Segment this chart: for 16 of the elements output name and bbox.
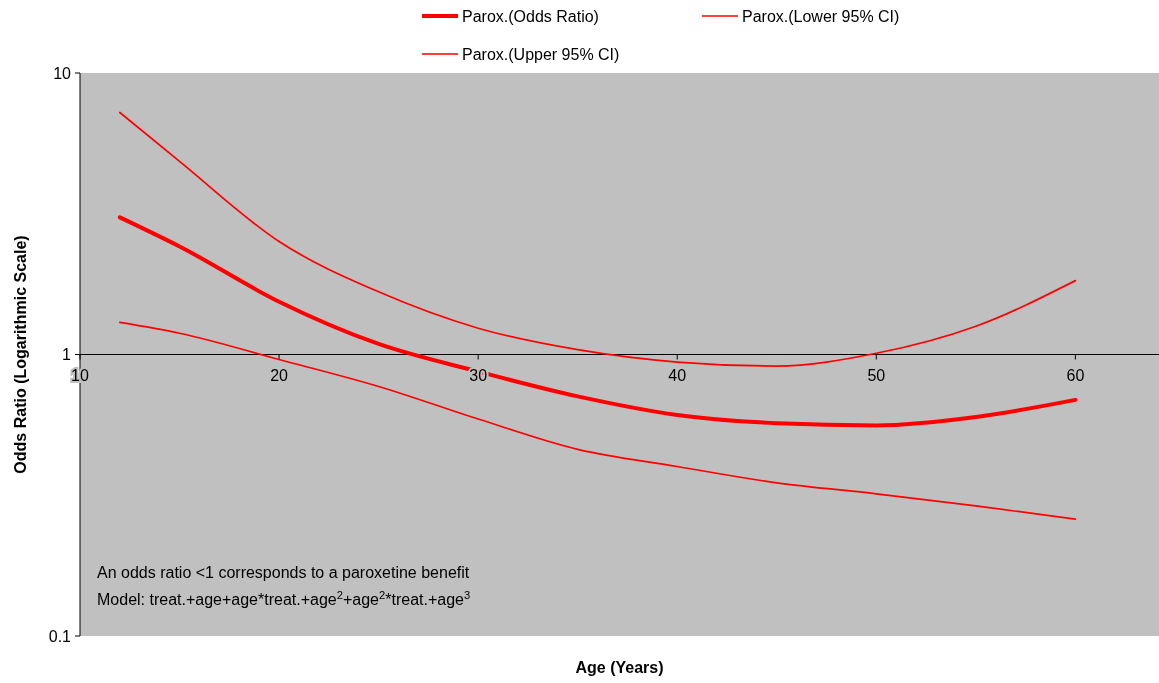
y-tick-label: 0.1 xyxy=(48,627,72,645)
y-tick-label: 1 xyxy=(62,346,72,364)
x-tick-label: 50 xyxy=(867,366,886,384)
legend-label: Parox.(Odds Ratio) xyxy=(462,7,599,25)
x-tick-label: 60 xyxy=(1066,366,1085,384)
annotation: Model: treat.+age+age*treat.+age$^{2}$+age$^{2}$*treat.+age$^{3}$ xyxy=(97,589,471,608)
y-axis-title: Odds Ratio (Logarithmic Scale) xyxy=(12,235,29,474)
x-tick-label: 20 xyxy=(270,366,289,384)
annotation: An odds ratio <1 corresponds to a paroxetine benefit xyxy=(97,564,470,581)
legend-label: Parox.(Lower 95% CI) xyxy=(742,7,900,25)
y-tick-label: 10 xyxy=(53,64,72,82)
x-tick-label: 40 xyxy=(668,366,687,384)
x-tick-label: 10 xyxy=(71,366,89,384)
legend-label: Parox.(Upper 95% CI) xyxy=(462,45,620,63)
line-series xyxy=(118,111,1077,367)
x-axis-title: Age (Years) xyxy=(575,659,664,676)
